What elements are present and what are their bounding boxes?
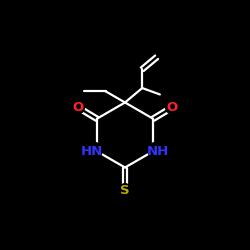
Circle shape xyxy=(148,142,167,161)
Text: NH: NH xyxy=(146,145,169,158)
Text: HN: HN xyxy=(81,145,104,158)
Text: O: O xyxy=(166,101,177,114)
Text: S: S xyxy=(120,184,130,196)
Circle shape xyxy=(83,142,102,161)
Circle shape xyxy=(72,101,84,114)
Text: O: O xyxy=(72,101,84,114)
Circle shape xyxy=(119,184,131,196)
Circle shape xyxy=(166,101,178,114)
